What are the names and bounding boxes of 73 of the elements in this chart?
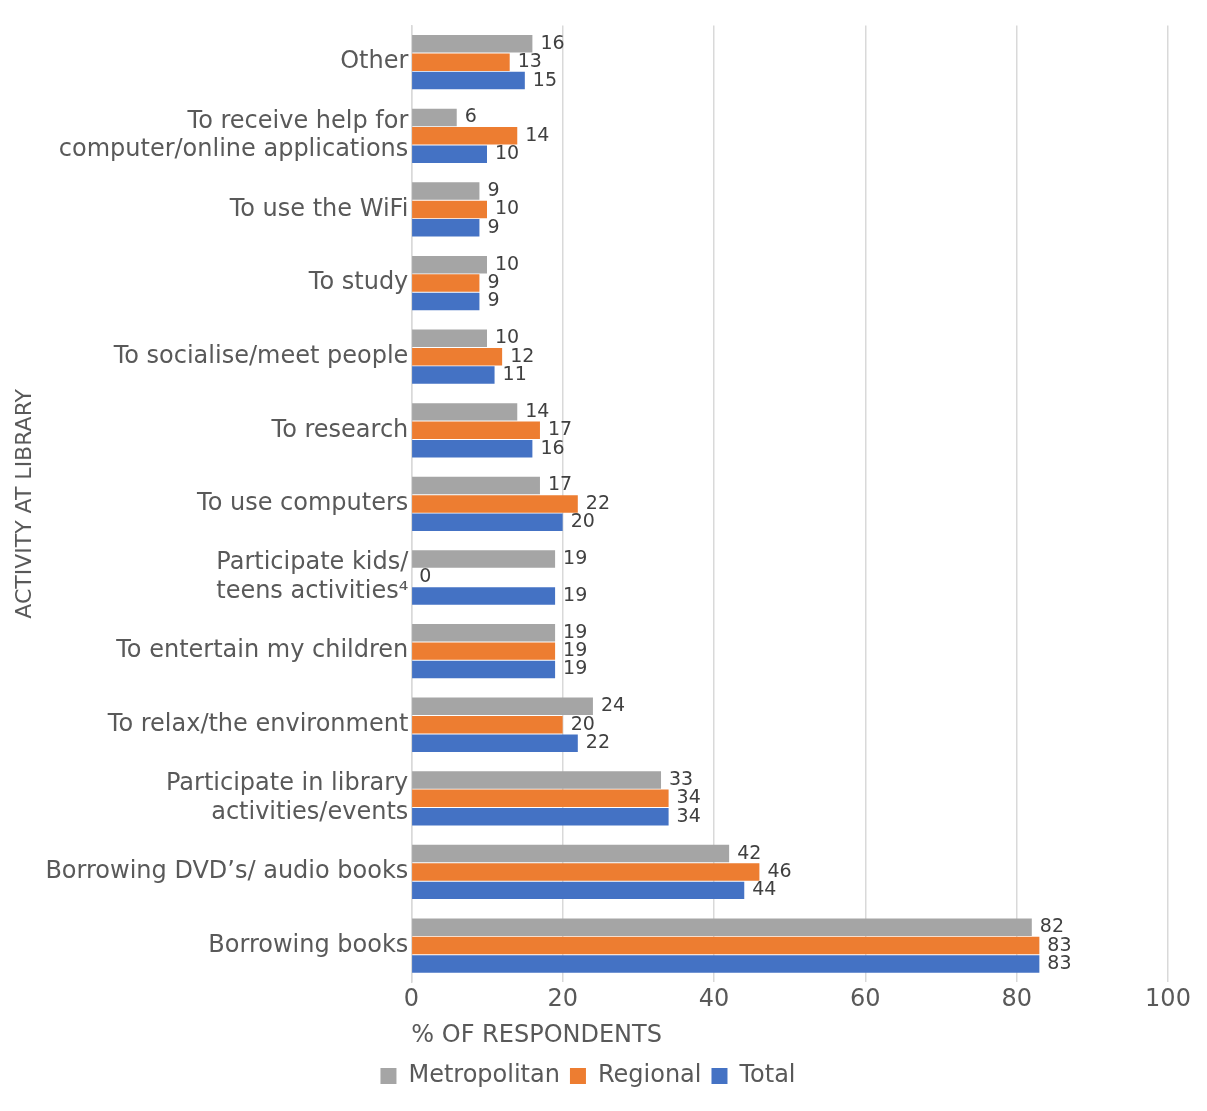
bar	[412, 403, 518, 421]
data-label: 19	[563, 582, 588, 605]
bar	[412, 844, 730, 863]
bar	[412, 71, 525, 90]
y-tick-label: To study	[307, 267, 409, 296]
bar	[412, 219, 480, 237]
data-label: 42	[737, 840, 762, 863]
bar	[412, 936, 1040, 955]
bar	[412, 623, 556, 642]
y-tick-label: Borrowing books	[208, 929, 409, 958]
bar	[412, 127, 518, 145]
y-tick-label: To research	[270, 414, 409, 443]
bar	[412, 145, 487, 163]
bar	[412, 255, 487, 274]
data-label: 14	[525, 122, 550, 145]
data-label: 19	[563, 546, 588, 569]
data-label: 0	[419, 564, 432, 587]
y-tick-label: Borrowing DVD’s/ audio books	[45, 856, 409, 885]
bar	[412, 476, 540, 495]
data-label: 6	[464, 104, 477, 127]
bar	[412, 200, 487, 219]
bar	[412, 550, 556, 568]
bar	[412, 35, 533, 53]
bar	[412, 808, 669, 826]
bar	[412, 329, 487, 348]
bar	[412, 587, 556, 605]
data-label: 14	[525, 398, 550, 421]
bar	[412, 439, 533, 458]
y-tick-label: Participate kids/ teens activities⁴	[216, 547, 410, 605]
y-tick-label: To socialise/meet people	[112, 340, 409, 369]
bar	[412, 863, 760, 881]
x-tick-label: 0	[403, 984, 419, 1013]
bar	[412, 642, 556, 660]
bar	[412, 182, 480, 200]
legend-label: Metropolitan	[408, 1060, 560, 1089]
legend-label: Total	[738, 1060, 796, 1089]
bar	[412, 292, 480, 311]
y-tick-label: To receive help for computer/online applications	[58, 105, 409, 163]
bar	[412, 660, 556, 679]
bar	[412, 366, 495, 384]
x-tick-label: 60	[850, 984, 881, 1013]
bar	[412, 347, 503, 366]
bar	[412, 697, 593, 716]
data-label: 17	[547, 472, 573, 495]
data-label: 24	[600, 693, 626, 716]
y-tick-label: To relax/the environment	[106, 708, 409, 737]
bar	[412, 918, 1032, 936]
bar	[412, 771, 662, 789]
x-tick-label: 80	[1001, 984, 1032, 1013]
x-axis-title: % OF RESPONDENTS	[411, 1019, 662, 1048]
bar	[412, 716, 563, 734]
data-label: 16	[540, 30, 565, 53]
bar	[412, 513, 563, 532]
y-tick-label: To use the WiFi	[228, 193, 409, 222]
y-axis-title: ACTIVITY AT LIBRARY	[10, 388, 36, 619]
y-tick-label: To entertain my children	[115, 635, 409, 664]
bar	[412, 108, 457, 127]
bar	[412, 881, 745, 900]
bar	[412, 955, 1040, 973]
x-tick-label: 40	[698, 984, 730, 1013]
y-tick-label: Other	[340, 46, 409, 75]
bar	[412, 53, 510, 71]
y-tick-label: To use computers	[196, 488, 409, 517]
bar	[412, 421, 540, 440]
legend-label: Regional	[597, 1060, 702, 1089]
x-tick-label: 20	[547, 984, 578, 1013]
y-tick-label: Participate in library activities/events	[165, 768, 409, 825]
data-label: 10	[495, 141, 520, 164]
bar	[412, 495, 578, 513]
x-tick-label: 100	[1145, 984, 1191, 1013]
bar	[412, 789, 669, 808]
bar	[412, 734, 578, 752]
bar	[412, 274, 480, 292]
